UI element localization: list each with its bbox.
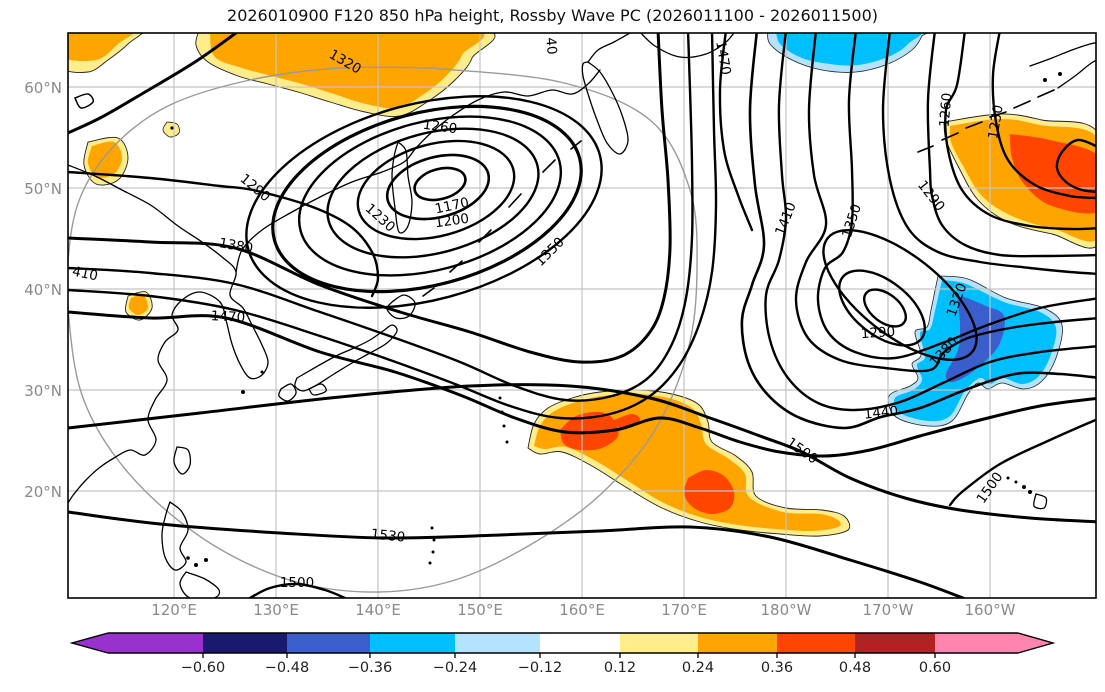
colorbar-tick: −0.24 [432,660,478,676]
colorbar-tick: −0.36 [347,660,393,676]
lon-tick-130e: 130°E [253,601,299,619]
lon-tick-180w: 180°W [760,601,812,619]
contour-label: 40 [542,36,560,56]
lat-tick-60n: 60°N [24,79,62,97]
contour-label: 1500 [279,575,315,591]
lon-tick-160w: 160°W [964,601,1016,619]
contour-label: 1260 [936,92,956,128]
lon-tick-150e: 150°E [457,601,503,619]
lon-tick-170w: 170°W [862,601,914,619]
colorbar-tick: 0.36 [760,660,794,676]
colorbar-tick: 0.60 [918,660,952,676]
colorbar-tick: 0.12 [603,660,637,676]
lat-tick-30n: 30°N [24,382,62,400]
lat-tick-40n: 40°N [24,281,62,299]
colorbar-tick: −0.12 [517,660,563,676]
lat-tick-20n: 20°N [24,483,62,501]
colorbar [69,632,1056,658]
lon-tick-160e: 160°E [559,601,605,619]
lon-tick-140e: 140°E [355,601,401,619]
lat-tick-50n: 50°N [24,180,62,198]
lon-tick-170e: 170°E [661,601,707,619]
colorbar-tick: 0.24 [681,660,715,676]
colorbar-tick: 0.48 [838,660,872,676]
colorbar-tick: −0.60 [180,660,226,676]
lon-tick-120e: 120°E [151,601,197,619]
colorbar-tick: −0.48 [264,660,310,676]
contour-label: 1470 [210,308,246,326]
page-title: 2026010900 F120 850 hPa height, Rossby W… [227,6,878,25]
contour-label: 1530 [370,526,406,546]
contour-label: 1290 [860,323,896,343]
map-layers [68,33,1096,598]
map-frame [67,32,1097,599]
